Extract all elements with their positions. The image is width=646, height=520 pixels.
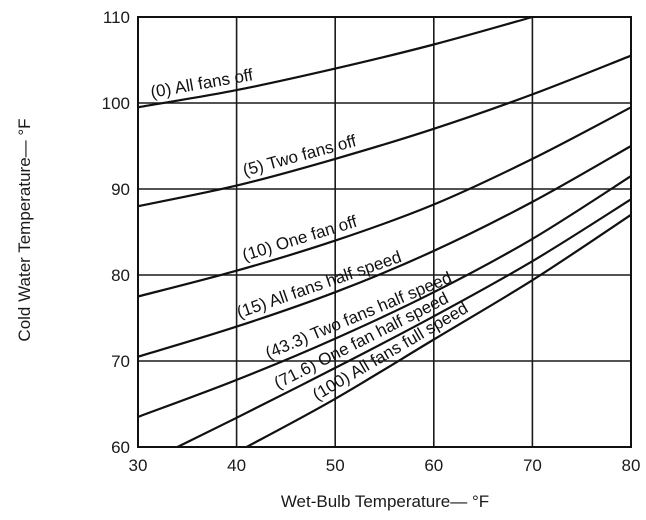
y-tick-labels: 60 70 80 90 100 110: [102, 8, 130, 457]
curve-label: (5) Two fans off: [241, 131, 359, 180]
y-axis-title: Cold Water Temperature— °F: [15, 118, 34, 341]
x-tick-label: 70: [523, 456, 542, 475]
x-tick-label: 30: [129, 456, 148, 475]
curve-line-2: [137, 106, 632, 298]
x-tick-label: 80: [622, 456, 641, 475]
y-tick-label: 110: [103, 8, 130, 27]
x-tick-labels: 30 40 50 60 70 80: [129, 456, 641, 475]
x-tick-label: 60: [424, 456, 443, 475]
curve-line-6: [245, 213, 632, 448]
curve-line-4: [137, 175, 632, 418]
y-tick-label: 60: [111, 438, 130, 457]
curve-line-3: [137, 145, 632, 358]
x-tick-label: 40: [227, 456, 246, 475]
y-tick-label: 70: [111, 352, 130, 371]
curve-line-0: [137, 15, 533, 109]
curves: [137, 15, 632, 448]
curve-line-1: [137, 54, 632, 208]
plot-frame: [137, 16, 632, 448]
x-axis-title: Wet-Bulb Temperature— °F: [281, 492, 489, 511]
y-tick-label: 100: [102, 94, 130, 113]
y-tick-label: 80: [111, 266, 130, 285]
curve-line-5: [176, 198, 632, 448]
x-tick-label: 50: [326, 456, 345, 475]
curve-labels: (0) All fans off(5) Two fans off(10) One…: [149, 65, 471, 404]
y-tick-label: 90: [111, 180, 130, 199]
